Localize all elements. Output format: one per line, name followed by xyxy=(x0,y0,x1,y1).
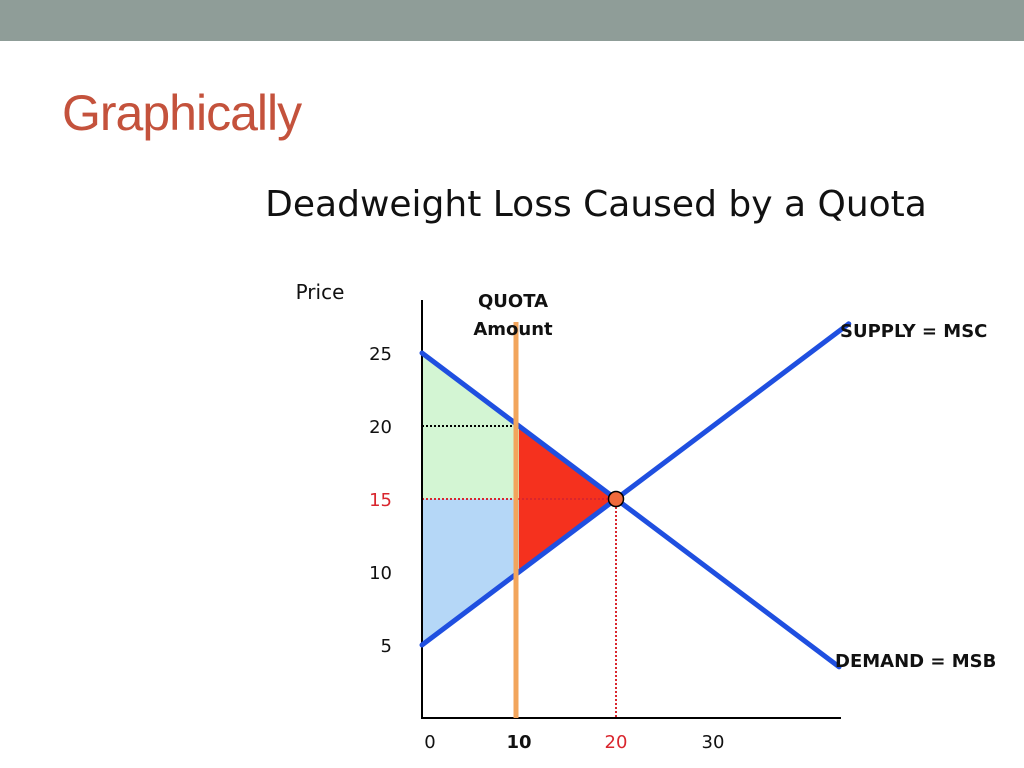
demand-label: DEMAND = MSB xyxy=(835,651,996,672)
x-tick-label: 0 xyxy=(424,732,435,753)
curves xyxy=(419,321,852,670)
quota-label-line2: Amount xyxy=(473,319,553,340)
equilibrium-point xyxy=(607,490,625,508)
quota: QUOTA Amount xyxy=(473,291,553,718)
reference-lines xyxy=(422,425,617,718)
tick-labels: 25 20 15 10 5 0 10 20 30 xyxy=(369,344,724,753)
chart-title: Deadweight Loss Caused by a Quota xyxy=(265,184,927,225)
quota-label-line1: QUOTA xyxy=(478,291,548,312)
y-tick-label: 5 xyxy=(381,636,392,657)
supply-label: SUPPLY = MSC xyxy=(840,321,987,342)
x-tick-label: 10 xyxy=(506,732,531,753)
y-tick-label: 10 xyxy=(369,563,392,584)
series-labels: SUPPLY = MSC DEMAND = MSB xyxy=(835,321,996,672)
consumer-surplus-region xyxy=(422,426,519,499)
x-tick-label: 30 xyxy=(702,732,725,753)
producer-surplus-region xyxy=(422,499,519,645)
y-tick-label: 20 xyxy=(369,417,392,438)
top-bar xyxy=(0,0,1024,41)
y-tick-label: 25 xyxy=(369,344,392,365)
y-axis-label: Price xyxy=(296,280,345,304)
y-tick-label: 15 xyxy=(369,490,392,511)
slide-title: Graphically xyxy=(62,85,302,141)
axes xyxy=(421,300,841,719)
demand-curve xyxy=(419,350,842,670)
x-tick-label: 20 xyxy=(605,732,628,753)
supply-curve xyxy=(419,321,852,648)
